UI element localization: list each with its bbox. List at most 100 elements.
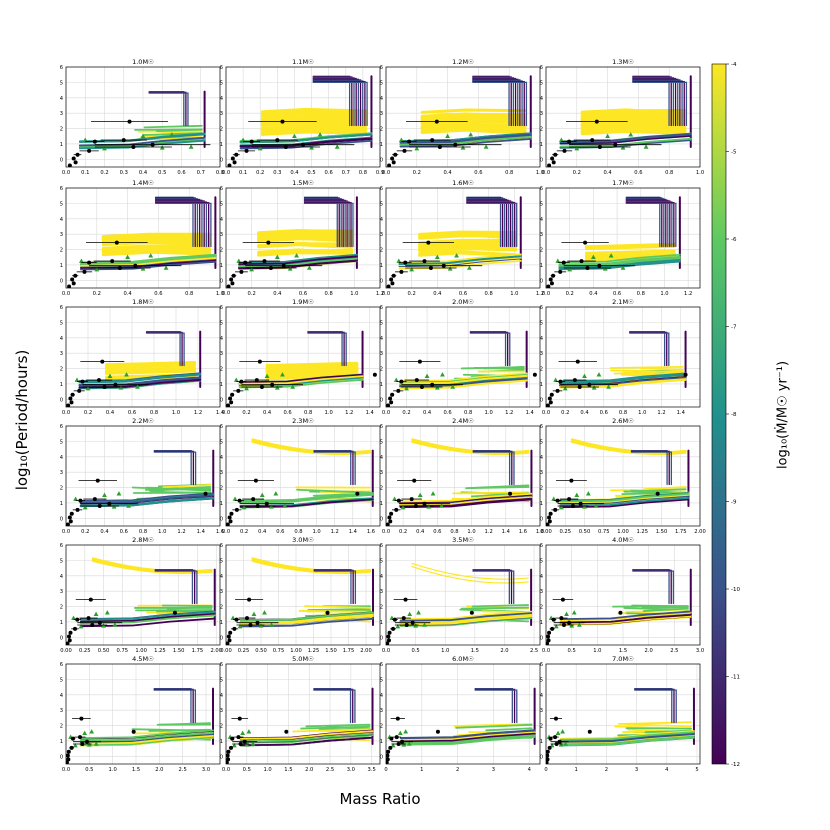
grid xyxy=(225,425,380,526)
y-tick-label: 2 xyxy=(220,486,223,492)
x-tick-label: 1.5 xyxy=(471,648,479,654)
observed-circle xyxy=(453,142,458,147)
y-tick-label: 4 xyxy=(380,693,384,699)
colorbar-tick-label: -5 xyxy=(731,150,737,156)
track-vertical xyxy=(303,196,338,248)
observed-triangle xyxy=(241,504,247,510)
observed-triangle xyxy=(574,145,580,151)
observed-circle xyxy=(419,385,424,389)
observed-circle xyxy=(113,382,118,387)
track-vertical xyxy=(472,81,528,127)
track-vertical xyxy=(625,201,673,248)
track-upper xyxy=(455,723,533,729)
track-vertical xyxy=(632,569,672,605)
colorbar-tick-label: -12 xyxy=(731,762,740,768)
observed-triangle xyxy=(439,503,445,508)
observed-triangle xyxy=(430,491,436,496)
x-tick-label: 1.75 xyxy=(192,648,204,654)
observed-circle xyxy=(73,160,78,165)
track-vertical xyxy=(632,77,677,127)
y-tick-label: 4 xyxy=(60,693,64,699)
subplot-title: 2.6M☉ xyxy=(612,417,634,425)
track-vertical xyxy=(634,688,675,724)
observed-circle xyxy=(268,266,273,270)
observed-circle xyxy=(249,139,254,144)
x-tick-label: 0.6 xyxy=(600,410,608,416)
track-vertical xyxy=(632,79,681,127)
track-upper xyxy=(148,728,211,732)
observed-triangle xyxy=(596,372,602,377)
subplot-title: 4.5M☉ xyxy=(132,655,154,663)
track-vertical xyxy=(307,331,345,367)
track-lower xyxy=(79,617,216,628)
observed-circle xyxy=(88,597,93,602)
observed-circle xyxy=(68,630,73,635)
y-tick-label: 5 xyxy=(220,201,223,207)
track-upper xyxy=(584,249,676,255)
observed-circle xyxy=(394,507,399,512)
y-tick-label: 1 xyxy=(220,501,223,507)
observed-circle xyxy=(71,736,75,741)
subplot-frame xyxy=(545,544,701,646)
tracks xyxy=(239,75,373,150)
tracks xyxy=(238,196,358,270)
observed-circle xyxy=(399,379,404,384)
observed-circle xyxy=(92,139,97,144)
track-lower xyxy=(399,736,536,746)
x-tick-label: 0.5 xyxy=(158,170,166,176)
track-vertical xyxy=(632,76,672,127)
observed-circle xyxy=(228,630,233,635)
y-tick-label: 6 xyxy=(60,186,63,192)
observed-circle xyxy=(232,626,237,631)
x-tick-label: 1.0 xyxy=(510,291,518,297)
observed-circle xyxy=(87,260,92,265)
x-tick-label: 1.25 xyxy=(308,648,320,654)
observed-points xyxy=(67,240,182,288)
track-vertical xyxy=(312,76,353,127)
observed-triangle xyxy=(559,137,564,142)
y-tick-label: 2 xyxy=(380,248,383,254)
observed-circle xyxy=(548,736,553,741)
x-tick-label: 4 xyxy=(665,767,669,773)
subplot-frame xyxy=(225,66,381,168)
y-tick-label: 3 xyxy=(540,232,543,238)
x-tick-label: 0.4 xyxy=(580,410,589,416)
observed-circle xyxy=(577,385,582,389)
y-tick-label: 0 xyxy=(540,157,543,163)
observed-triangle xyxy=(334,144,340,149)
observed-circle xyxy=(264,501,269,506)
subplot: 2.2M☉ 0.0 0.2 0.4 0.6 0.8 1.0 1.2 1.4 1.6 0 1 2 3 4 5 6 xyxy=(60,417,224,535)
y-tick-label: 4 xyxy=(380,217,384,223)
observed-triangle xyxy=(78,623,84,629)
colorbar: -4 -5 -6 -7 -8 -9 -10 -11 -12 xyxy=(711,62,740,768)
x-tick-label: 0.0 xyxy=(222,170,230,176)
y-tick-label: 1 xyxy=(380,382,383,388)
track-lower xyxy=(559,137,692,148)
track-lower xyxy=(239,730,374,740)
observed-triangle xyxy=(422,622,427,627)
track-upper xyxy=(292,728,371,733)
y-tick-label: 2 xyxy=(220,724,223,730)
x-tick-label: 3.0 xyxy=(696,648,704,654)
subplot-frame xyxy=(545,187,701,289)
track-lower xyxy=(239,617,374,628)
track-upper xyxy=(452,491,530,495)
track-lower xyxy=(559,132,692,143)
observed-circle xyxy=(597,263,602,268)
y-tick-label: 3 xyxy=(220,232,223,238)
track-vertical xyxy=(472,451,515,486)
observed-triangle xyxy=(104,610,110,615)
track-vertical xyxy=(474,687,513,724)
x-tick-label: 1 xyxy=(420,767,423,773)
observed-triangle xyxy=(125,254,130,260)
observed-triangle xyxy=(434,254,440,260)
x-tick-label: 0.0 xyxy=(542,410,550,416)
observed-circle xyxy=(67,163,72,167)
x-tick-label: 2.0 xyxy=(500,648,508,654)
x-tick-label: 1.2 xyxy=(485,529,493,535)
observed-circle xyxy=(257,359,262,364)
observed-circle xyxy=(553,152,558,157)
x-tick-label: 0.2 xyxy=(561,410,569,416)
y-tick-label: 6 xyxy=(60,305,63,311)
